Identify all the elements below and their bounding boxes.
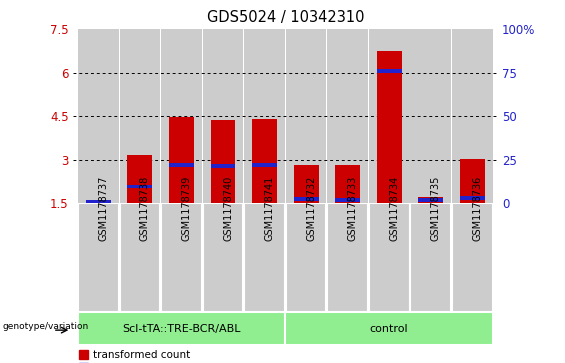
Bar [335, 165, 360, 203]
FancyBboxPatch shape [369, 203, 410, 312]
Bar [252, 119, 277, 203]
Bar [252, 163, 277, 167]
FancyBboxPatch shape [286, 203, 327, 312]
Text: GSM1178734: GSM1178734 [389, 176, 399, 241]
Bar [161, 29, 202, 203]
Bar [418, 197, 443, 203]
FancyBboxPatch shape [77, 312, 285, 345]
FancyBboxPatch shape [244, 203, 285, 312]
FancyBboxPatch shape [327, 203, 368, 312]
FancyBboxPatch shape [285, 312, 493, 345]
Bar [211, 120, 236, 203]
Bar [294, 165, 319, 203]
Bar [460, 196, 485, 200]
Bar [418, 198, 443, 201]
Bar [286, 29, 327, 203]
Text: GSM1178732: GSM1178732 [306, 176, 316, 241]
Bar [169, 117, 194, 203]
Bar [211, 164, 236, 168]
Text: genotype/variation: genotype/variation [3, 322, 89, 331]
Bar [294, 197, 319, 201]
FancyBboxPatch shape [161, 203, 202, 312]
Bar [128, 185, 153, 188]
Text: GSM1178738: GSM1178738 [140, 176, 150, 241]
Bar [86, 200, 111, 203]
Bar [369, 29, 410, 203]
Text: control: control [370, 323, 408, 334]
Bar [203, 29, 244, 203]
Legend: transformed count, percentile rank within the sample: transformed count, percentile rank withi… [79, 350, 269, 363]
Bar [460, 159, 485, 203]
FancyBboxPatch shape [120, 203, 160, 312]
Bar [86, 200, 111, 203]
Text: GSM1178740: GSM1178740 [223, 176, 233, 241]
Bar [120, 29, 160, 203]
Text: Scl-tTA::TRE-BCR/ABL: Scl-tTA::TRE-BCR/ABL [122, 323, 241, 334]
Text: GSM1178737: GSM1178737 [98, 176, 108, 241]
FancyBboxPatch shape [203, 203, 244, 312]
Bar [377, 51, 402, 203]
Text: GSM1178741: GSM1178741 [264, 176, 275, 241]
Bar [128, 155, 153, 203]
Bar [377, 69, 402, 73]
Bar [327, 29, 368, 203]
FancyBboxPatch shape [78, 203, 119, 312]
Text: GSM1178736: GSM1178736 [472, 176, 483, 241]
Bar [335, 198, 360, 201]
FancyBboxPatch shape [410, 203, 451, 312]
FancyBboxPatch shape [452, 203, 493, 312]
Bar [244, 29, 285, 203]
Bar [169, 163, 194, 167]
Text: GSM1178735: GSM1178735 [431, 176, 441, 241]
Text: GSM1178733: GSM1178733 [347, 176, 358, 241]
Bar [452, 29, 493, 203]
Text: GSM1178739: GSM1178739 [181, 176, 192, 241]
Title: GDS5024 / 10342310: GDS5024 / 10342310 [207, 10, 364, 25]
Bar [410, 29, 451, 203]
Bar [78, 29, 119, 203]
